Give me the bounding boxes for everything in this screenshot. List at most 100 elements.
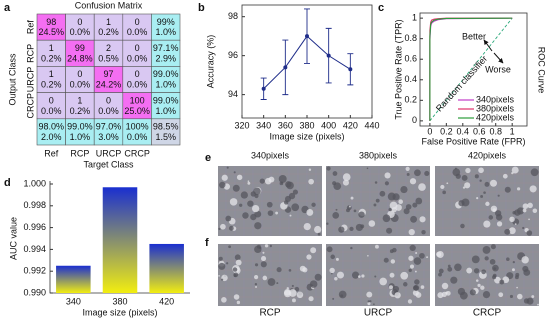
bar — [102, 187, 138, 293]
aggregate — [331, 272, 333, 275]
aggregate — [484, 256, 489, 261]
aggregate — [465, 167, 471, 174]
cell-percent: 0.0% — [127, 53, 148, 63]
aggregate — [221, 278, 224, 281]
aggregate — [496, 221, 503, 227]
aggregate — [310, 247, 317, 254]
panel-label: f — [205, 237, 209, 249]
x-tick-label: 0.6 — [473, 126, 486, 136]
aggregate — [460, 223, 465, 229]
aggregate — [218, 275, 220, 277]
aggregate — [440, 184, 445, 190]
cell-value: 1 — [77, 95, 82, 105]
col-label: CRCP — [124, 148, 150, 158]
cell-value: 0 — [77, 17, 82, 27]
aggregate — [521, 256, 529, 264]
aggregate — [239, 203, 243, 207]
aggregate — [234, 254, 241, 261]
aggregate — [235, 259, 242, 266]
row-label: CRCP — [25, 93, 35, 119]
aggregate — [349, 226, 354, 232]
panel-label: c — [378, 2, 384, 14]
image-column-label: 340pixels — [251, 150, 290, 160]
panel-label: b — [198, 2, 205, 14]
aggregate — [329, 267, 335, 274]
cell-value: 98.5% — [153, 122, 179, 132]
aggregate — [276, 267, 282, 273]
aggregate — [484, 181, 490, 187]
matrix-cell — [93, 118, 124, 146]
cell-value: 1 — [106, 17, 111, 27]
aggregate — [342, 173, 351, 181]
aggregate — [509, 294, 513, 298]
aggregate — [288, 289, 297, 297]
aggregate — [326, 166, 331, 171]
aggregate — [418, 183, 426, 191]
cell-percent: 2.0% — [41, 132, 62, 142]
aggregate — [392, 247, 397, 253]
y-tick-label: 0.998 — [23, 200, 46, 210]
row-label: URCP — [25, 67, 35, 93]
cell-value: 0 — [135, 69, 140, 79]
cell-percent: 1.0% — [70, 132, 91, 142]
arrow — [493, 52, 504, 64]
aggregate — [415, 197, 423, 205]
aggregate — [394, 292, 401, 299]
aggregate — [267, 210, 274, 216]
aggregate — [289, 214, 292, 217]
aggregate — [445, 291, 448, 294]
aggregate — [462, 186, 466, 189]
aggregate — [251, 204, 260, 213]
aggregate — [284, 288, 291, 296]
data-point — [348, 67, 353, 72]
matrix-cell — [65, 92, 95, 120]
aggregate — [314, 225, 322, 234]
aggregate — [288, 269, 292, 272]
y-axis-label: Accuracy (%) — [205, 35, 215, 89]
aggregate — [517, 187, 521, 191]
aggregate — [291, 284, 294, 288]
aggregate — [260, 261, 267, 268]
panel-label: d — [4, 177, 11, 189]
roc-curve — [429, 17, 513, 121]
aggregate — [477, 283, 481, 288]
aggregate — [464, 182, 471, 189]
aggregate — [336, 271, 344, 279]
aggregate — [228, 245, 231, 249]
aggregate — [504, 186, 511, 193]
x-tick-label: 340 — [66, 296, 81, 306]
aggregate — [527, 202, 533, 209]
aggregate — [259, 178, 265, 184]
aggregate — [254, 275, 259, 280]
aggregate — [466, 267, 473, 274]
aggregate — [489, 259, 496, 265]
aggregate — [382, 214, 391, 223]
aggregate — [308, 178, 314, 185]
aggregate — [247, 200, 254, 207]
cell-value: 1 — [49, 43, 54, 53]
aggregate — [508, 227, 516, 235]
aggregate — [374, 275, 377, 278]
aggregate — [441, 282, 449, 290]
aggregate — [278, 174, 287, 183]
cell-value: 99.0% — [153, 69, 179, 79]
matrix-cell — [93, 92, 124, 120]
cell-percent: 0.0% — [127, 132, 148, 142]
cell-value: 97 — [103, 69, 113, 79]
aggregate — [442, 190, 446, 195]
aggregate — [384, 172, 391, 179]
aggregate — [461, 175, 468, 181]
y-tick-label: 0.2 — [404, 95, 417, 105]
aggregate — [473, 268, 480, 274]
aggregate — [218, 227, 221, 231]
aggregate — [254, 210, 262, 218]
x-axis-label: Image size (pixels) — [269, 131, 344, 141]
aggregate — [267, 278, 276, 286]
image-caption: URCP — [364, 308, 393, 319]
aggregate — [264, 244, 269, 248]
aggregate — [512, 210, 516, 215]
aggregate — [511, 166, 519, 174]
aggregate — [262, 275, 268, 281]
aggregate — [299, 265, 306, 272]
